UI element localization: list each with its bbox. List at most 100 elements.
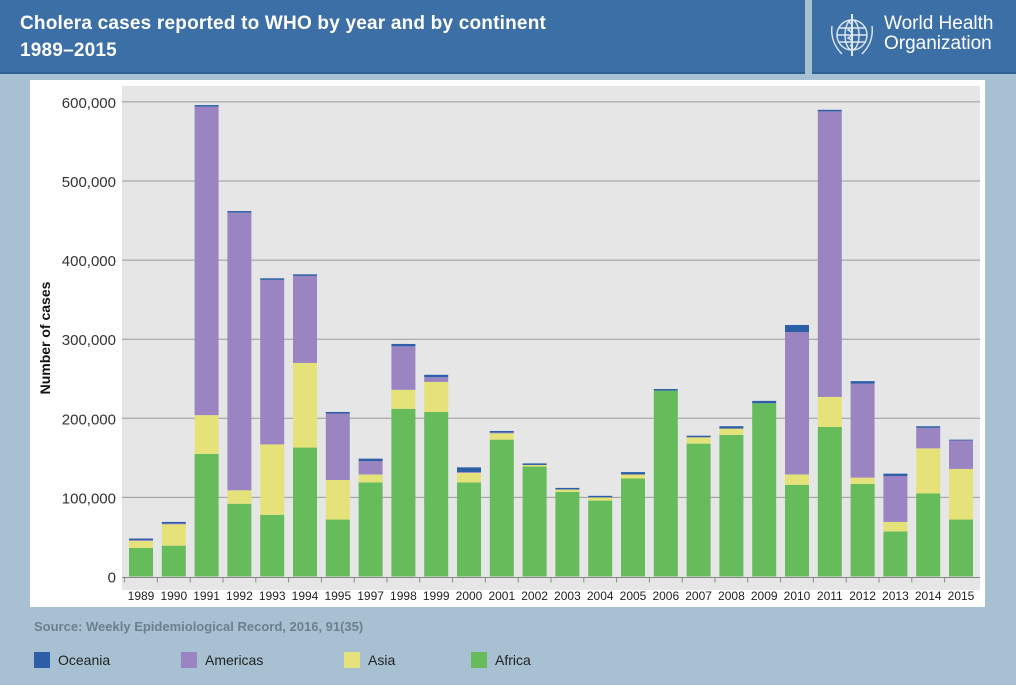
bar-asia-1997 [358,474,383,483]
bar-americas-2001 [489,432,514,434]
y-tick-label: 600,000 [62,95,116,112]
who-logo: World Health Organization [812,0,1016,74]
bar-asia-1995 [325,479,350,520]
bar-americas-1995 [325,413,350,480]
chart-title: Cholera cases reported to WHO by year an… [20,10,546,64]
who-name-line-2: Organization [884,33,992,54]
y-tick-label: 400,000 [62,253,116,270]
bar-africa-2007 [686,443,711,577]
bar-oceania-2008 [719,426,744,429]
bar-oceania-1990 [161,521,186,524]
x-tick-label: 2004 [587,589,614,603]
legend-item-oceania: Oceania [34,650,110,670]
bar-asia-1994 [293,362,317,448]
bar-oceania-2011 [817,109,842,112]
bar-asia-2000 [457,472,481,483]
legend-item-asia: Asia [344,650,395,670]
bar-asia-1993 [260,444,285,515]
x-tick-label: 1992 [226,589,253,603]
x-tick-label: 2007 [685,589,712,603]
x-tick-label: 1999 [423,589,450,603]
bar-africa-2002 [522,466,547,577]
x-tick-label: 2003 [554,589,581,603]
bar-africa-1994 [293,447,317,577]
bar-oceania-1992 [227,211,252,213]
bar-oceania-1991 [194,105,219,107]
bar-asia-2013 [883,521,908,532]
bar-asia-2012 [850,477,875,484]
bar-oceania-2004 [588,495,613,498]
bar-africa-2010 [785,484,809,577]
bar-asia-2008 [719,428,744,435]
bar-asia-2015 [949,468,973,520]
bar-africa-2012 [850,483,875,577]
bar-asia-2010 [785,474,809,485]
bar-africa-1997 [358,482,383,577]
bar-oceania-2013 [883,473,908,477]
bar-africa-2006 [653,390,678,577]
legend-label: Asia [368,652,396,668]
bar-africa-2005 [621,478,645,577]
bar-africa-2003 [555,491,580,577]
title-line-2: 1989–2015 [20,40,117,61]
bar-asia-2014 [916,448,941,494]
y-tick-label: 200,000 [62,411,116,428]
bar-africa-1990 [161,545,186,577]
y-axis-label: Number of cases [37,281,53,394]
bar-africa-2013 [883,531,908,577]
x-tick-label: 2010 [784,589,811,603]
bar-oceania-2002 [522,463,547,465]
y-tick-label: 0 [108,570,116,587]
x-tick-label: 2015 [948,589,975,603]
bar-oceania-2007 [686,435,711,438]
x-tick-label: 2009 [751,589,778,603]
bar-africa-1995 [325,519,350,577]
bar-oceania-1993 [260,278,285,280]
legend-swatch [471,652,487,668]
x-tick-label: 1998 [390,589,417,603]
bar-americas-1989 [129,540,153,541]
bar-americas-2014 [916,427,941,449]
bar-americas-2012 [850,383,875,478]
bar-africa-2004 [588,500,613,577]
x-tick-label: 2008 [718,589,745,603]
legend-item-americas: Americas [181,650,263,670]
bar-oceania-1995 [325,411,350,414]
bar-africa-2009 [752,403,777,577]
legend-swatch [344,652,360,668]
legend-label: Americas [205,652,264,668]
bar-americas-1994 [293,275,317,363]
bar-oceania-2015 [949,439,973,441]
bar-africa-1999 [424,411,449,577]
bar-africa-1991 [194,453,219,577]
x-tick-label: 1995 [324,589,351,603]
x-tick-label: 1993 [259,589,286,603]
who-name: World Health Organization [884,14,993,54]
x-tick-label: 1997 [357,589,384,603]
bar-africa-1992 [227,503,252,577]
bar-asia-1998 [391,389,416,409]
bar-africa-2015 [949,519,973,577]
x-tick-label: 1990 [160,589,187,603]
bar-americas-1999 [424,377,449,382]
bar-americas-1992 [227,212,252,491]
bar-oceania-1989 [129,538,153,541]
bar-asia-1990 [161,524,186,546]
bar-africa-2014 [916,493,941,577]
x-tick-label: 2013 [882,589,909,603]
x-tick-label: 2001 [488,589,515,603]
x-tick-label: 2005 [620,589,647,603]
title-line-1: Cholera cases reported to WHO by year an… [20,13,547,34]
bar-africa-2000 [457,482,481,577]
bar-africa-2001 [489,439,514,577]
bar-oceania-2009 [752,400,777,404]
bar-oceania-2005 [621,472,645,475]
bar-asia-2003 [555,489,580,492]
x-tick-label: 2002 [521,589,548,603]
bar-africa-1998 [391,408,416,577]
bar-asia-2004 [588,497,613,501]
bar-asia-2005 [621,474,645,479]
y-tick-label: 300,000 [62,332,116,349]
bar-africa-2011 [817,427,842,577]
